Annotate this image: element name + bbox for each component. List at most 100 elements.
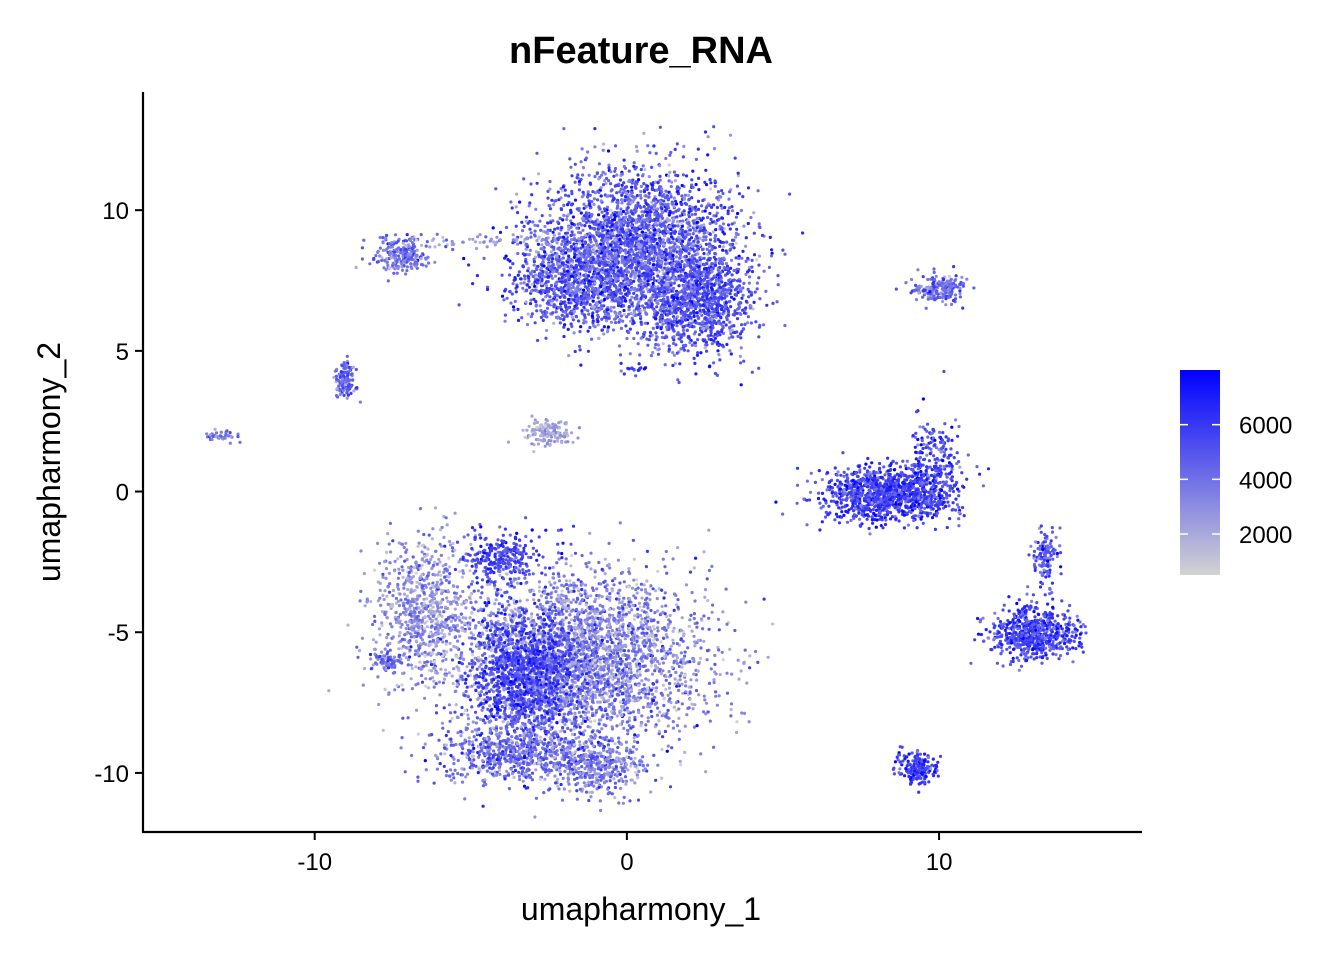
point-small-upper-left (414, 238, 418, 242)
point-top-left-lobe (521, 286, 525, 290)
point-top-right-lobe (748, 306, 752, 310)
point-top-left-lobe (583, 285, 588, 289)
point-top-right-lobe (753, 290, 757, 294)
point-top-right-lobe (742, 311, 747, 315)
point-top-right-lobe (744, 299, 749, 303)
point-top-large-cluster (570, 238, 574, 242)
point-top-left-lobe (591, 286, 595, 290)
point-top-large-cluster (559, 196, 563, 200)
point-small-left-mid (338, 392, 342, 397)
point-top-right-lobe (646, 343, 650, 347)
point-tiny-far-left (226, 434, 231, 438)
point-top-large-cluster (680, 224, 685, 228)
point-top-right-lobe (680, 320, 685, 324)
point-top-large-cluster (680, 194, 684, 198)
point-top-left-lobe (577, 254, 581, 258)
point-top-left-lobe (516, 318, 521, 322)
point-top-strand (441, 235, 445, 239)
point-top-large-cluster (648, 213, 652, 217)
point-top-large-cluster (634, 145, 639, 149)
point-top-strand (474, 246, 479, 251)
point-top-right-lobe (726, 307, 730, 311)
point-top-strand (540, 243, 544, 247)
point-top-large-cluster (573, 349, 577, 354)
point-top-large-cluster (681, 233, 685, 237)
point-top-large-cluster (740, 256, 744, 260)
point-top-right-lobe (698, 303, 702, 307)
point-top-large-cluster (591, 226, 595, 230)
point-top-right-lobe (713, 332, 717, 336)
point-top-left-lobe (574, 314, 578, 318)
point-top-large-cluster (588, 182, 593, 186)
point-top-large-cluster (713, 239, 717, 243)
point-top-large-cluster (529, 231, 533, 235)
point-top-large-cluster (673, 179, 677, 183)
point-top-large-cluster (575, 176, 579, 180)
point-top-large-cluster (781, 248, 785, 252)
point-top-large-cluster (702, 256, 706, 260)
point-top-left-lobe (601, 260, 605, 265)
point-top-large-cluster (630, 295, 634, 299)
point-top-right-lobe (681, 328, 686, 332)
point-top-right-lobe (750, 265, 754, 269)
point-top-left-lobe (614, 321, 618, 325)
point-top-large-cluster (524, 215, 529, 219)
point-top-large-cluster (550, 198, 554, 202)
point-top-large-cluster (649, 225, 653, 229)
point-top-large-cluster (640, 223, 644, 227)
point-top-left-lobe (620, 256, 624, 260)
point-top-left-lobe (557, 306, 561, 310)
point-top-left-lobe (578, 241, 582, 245)
point-top-large-cluster (630, 185, 634, 189)
point-top-large-cluster (663, 262, 668, 266)
point-small-left-mid (334, 394, 339, 398)
point-top-large-cluster (602, 214, 606, 218)
point-top-right-lobe (732, 313, 737, 317)
point-top-right-lobe (677, 277, 681, 281)
point-small-left-mid (342, 361, 346, 365)
point-top-left-lobe (585, 277, 589, 282)
point-top-large-cluster (757, 254, 762, 258)
point-top-large-cluster (706, 153, 710, 157)
point-top-large-cluster (576, 207, 580, 211)
point-top-large-cluster (576, 173, 580, 177)
point-top-large-cluster (617, 254, 621, 258)
point-top-right-lobe (718, 288, 722, 292)
point-top-right-lobe (660, 305, 664, 309)
point-top-right-lobe (680, 295, 685, 299)
point-top-left-lobe (569, 258, 573, 262)
point-top-left-lobe (572, 298, 576, 302)
point-top-large-cluster (701, 198, 705, 203)
point-top-right-lobe (718, 274, 723, 278)
point-top-left-lobe (613, 284, 618, 288)
point-top-large-cluster (552, 248, 556, 252)
point-top-large-cluster (615, 211, 619, 215)
point-top-left-lobe (572, 280, 577, 284)
point-top-large-cluster (709, 217, 713, 221)
point-top-large-cluster (664, 156, 668, 161)
point-top-left-lobe (552, 288, 557, 292)
point-top-large-cluster (552, 202, 556, 207)
point-top-strand (519, 235, 523, 239)
point-top-left-lobe (527, 276, 531, 280)
point-top-large-cluster (621, 198, 625, 203)
point-top-left-lobe (629, 255, 633, 259)
point-top-right-lobe (713, 274, 717, 278)
point-top-left-lobe (591, 272, 596, 276)
point-top-large-cluster (621, 229, 625, 233)
point-top-large-cluster (660, 222, 664, 226)
point-top-right-lobe (713, 371, 718, 376)
point-top-left-lobe (609, 252, 613, 256)
point-top-right-lobe (663, 290, 667, 294)
point-small-upper-left (360, 257, 364, 261)
point-top-left-lobe (511, 282, 515, 286)
point-top-left-lobe (518, 241, 523, 245)
point-top-left-lobe (591, 249, 596, 253)
point-top-left-lobe (543, 250, 547, 254)
point-small-upper-left (380, 256, 384, 260)
point-top-large-cluster (733, 156, 737, 160)
point-top-left-lobe (593, 267, 597, 271)
point-top-large-cluster (609, 267, 613, 271)
point-top-right-lobe (708, 320, 712, 325)
point-top-left-lobe (519, 281, 523, 285)
